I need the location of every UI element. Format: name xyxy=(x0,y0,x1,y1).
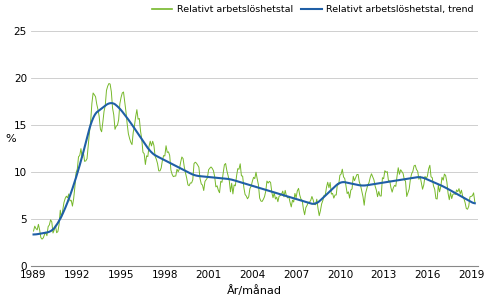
Legend: Relativt arbetslöshetstal, Relativt arbetslöshetstal, trend: Relativt arbetslöshetstal, Relativt arbe… xyxy=(152,5,474,14)
Y-axis label: %: % xyxy=(5,134,16,144)
X-axis label: År/månad: År/månad xyxy=(227,285,282,297)
